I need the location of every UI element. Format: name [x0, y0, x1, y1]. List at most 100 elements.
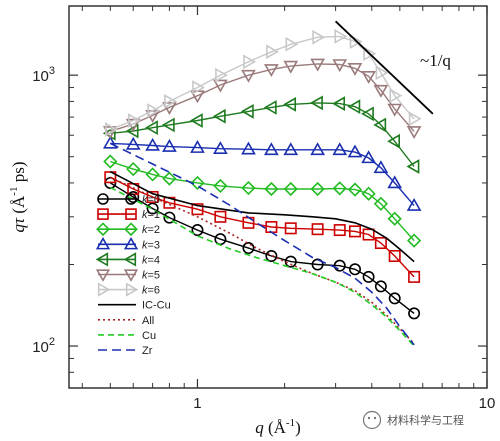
- legend-item: k=2: [96, 222, 160, 237]
- legend-marker: [123, 236, 139, 250]
- legend-label-value: =5: [148, 270, 161, 282]
- series-zr: [109, 142, 415, 346]
- data-point: [264, 181, 279, 197]
- series-line: [110, 102, 415, 167]
- legend-item: Cu: [98, 330, 156, 342]
- data-point: [212, 108, 226, 124]
- data-point: [161, 117, 175, 133]
- data-point: [266, 44, 279, 60]
- data-point: [162, 138, 177, 152]
- legend-label-var: k: [142, 239, 148, 251]
- data-point: [283, 97, 297, 112]
- series-group: [102, 29, 422, 347]
- series-line: [109, 176, 415, 345]
- x-axis-label-close: ): [295, 418, 301, 437]
- y-tick-label: 103: [32, 65, 55, 85]
- legend-marker: [95, 269, 111, 282]
- data-point: [283, 142, 299, 156]
- legend-label: k=2: [142, 224, 160, 236]
- x-tick-label: 10: [479, 395, 496, 412]
- series-k-6: [105, 29, 422, 137]
- slope-guide-line: [334, 20, 434, 115]
- data-point: [146, 202, 159, 215]
- series-cu: [109, 186, 415, 347]
- data-point: [389, 88, 403, 104]
- data-point: [265, 249, 278, 262]
- legend-label: k=1: [142, 209, 160, 221]
- data-point: [406, 159, 420, 174]
- legend-item: Zr: [98, 345, 153, 357]
- legend-label-value: =2: [148, 224, 161, 236]
- data-point: [191, 203, 204, 216]
- legend-label-value: =6: [148, 285, 161, 297]
- series-all: [109, 176, 415, 345]
- data-point: [162, 102, 177, 116]
- data-point: [388, 249, 401, 262]
- legend-label-var: k: [142, 224, 148, 236]
- legend-label-value: =0: [148, 194, 161, 206]
- data-point: [312, 29, 326, 45]
- data-point: [163, 211, 176, 224]
- y-axis-label-close: ps): [9, 162, 28, 187]
- data-point: [283, 181, 298, 197]
- data-point: [145, 137, 160, 151]
- data-point: [103, 154, 118, 169]
- x-axis-label-unit: (Å: [264, 418, 287, 437]
- legend-label-var: k: [142, 254, 148, 266]
- data-point: [387, 103, 403, 117]
- data-point: [145, 120, 158, 136]
- legend-marker: [123, 252, 137, 267]
- data-point: [310, 142, 325, 156]
- axis-labels: q (Å-1)qτ (Å-1 ps): [8, 162, 301, 438]
- legend-label-text: Zr: [142, 345, 153, 357]
- data-point: [241, 69, 256, 83]
- data-point: [348, 225, 361, 238]
- legend-label-value: =1: [148, 209, 161, 221]
- data-point: [387, 133, 400, 149]
- data-point: [333, 224, 346, 237]
- y-tick-label: 102: [32, 336, 55, 356]
- legend-label-text: Cu: [142, 330, 156, 342]
- y-axis-label-var: qτ: [9, 217, 28, 233]
- data-point: [374, 237, 387, 250]
- legend-item: k=1: [97, 208, 160, 221]
- y-tick-base: 10: [32, 68, 49, 85]
- data-point: [347, 99, 361, 115]
- data-point: [387, 211, 402, 226]
- data-point: [361, 71, 376, 84]
- legend-label-text: All: [142, 315, 154, 327]
- legend-marker: [97, 193, 109, 205]
- data-point: [332, 59, 348, 73]
- data-point: [388, 292, 401, 305]
- x-axis-label: q (Å-1): [255, 417, 301, 437]
- data-point: [361, 186, 376, 201]
- data-point: [102, 135, 118, 149]
- series-ic-cu: [109, 170, 415, 263]
- data-point: [192, 80, 206, 95]
- data-point: [191, 224, 204, 237]
- data-point: [348, 263, 361, 276]
- legend-label-value: =3: [148, 239, 161, 251]
- data-point: [347, 182, 363, 197]
- data-point: [310, 95, 323, 111]
- legend-item: k=5: [95, 269, 160, 282]
- data-point: [189, 113, 203, 128]
- data-point: [127, 113, 141, 128]
- data-point: [387, 175, 403, 189]
- data-point: [408, 111, 422, 127]
- legend-marker: [97, 282, 111, 297]
- data-point: [311, 223, 324, 236]
- legend-label-text: IC-Cu: [142, 300, 171, 312]
- data-point: [284, 222, 297, 235]
- y-tick-base: 10: [32, 339, 49, 356]
- legend-label: k=6: [142, 285, 160, 297]
- legend-label: k=5: [142, 270, 160, 282]
- legend-item: k=3: [95, 236, 161, 251]
- legend-marker: [96, 222, 110, 237]
- data-point: [362, 228, 375, 241]
- data-point: [361, 150, 376, 164]
- data-point: [214, 210, 227, 223]
- series-line: [109, 170, 415, 263]
